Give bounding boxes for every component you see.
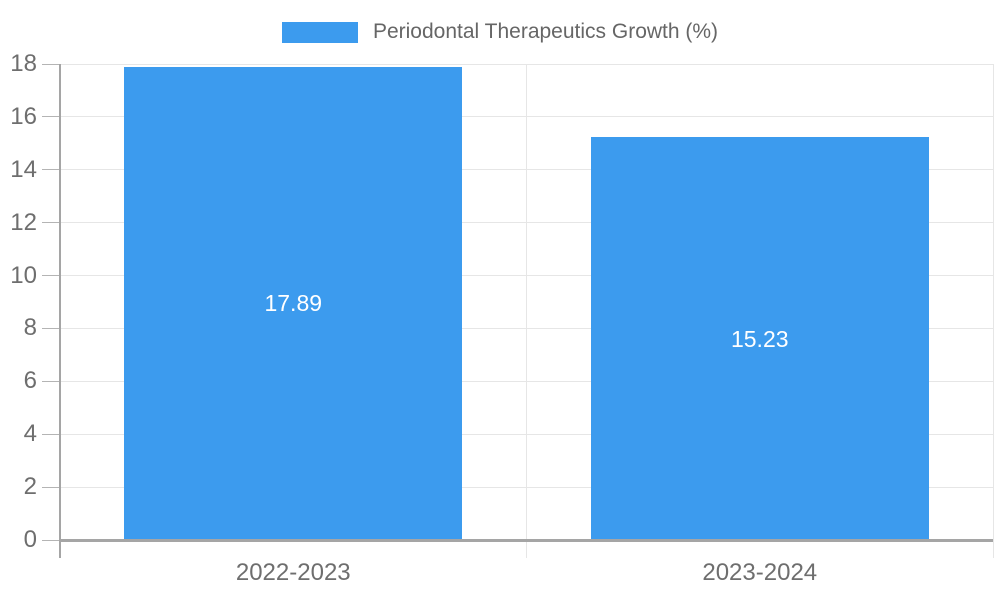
y-axis-tick-label: 16 bbox=[10, 102, 37, 130]
y-axis-tick bbox=[42, 275, 60, 277]
legend-label: Periodontal Therapeutics Growth (%) bbox=[372, 20, 719, 43]
legend-swatch bbox=[281, 21, 358, 43]
y-axis-line bbox=[59, 64, 61, 558]
x-axis-line bbox=[60, 538, 993, 542]
bar-value-label: 15.23 bbox=[730, 325, 789, 352]
y-axis-tick-label: 12 bbox=[10, 208, 37, 236]
y-axis-tick bbox=[42, 169, 60, 171]
y-axis-tick-label: 2 bbox=[23, 473, 37, 501]
legend-item[interactable]: Periodontal Therapeutics Growth (%) bbox=[281, 20, 719, 44]
bar-value-label: 17.89 bbox=[264, 290, 323, 317]
y-axis-tick bbox=[42, 222, 60, 224]
y-axis-tick-label: 8 bbox=[23, 314, 37, 342]
y-axis-tick bbox=[42, 116, 60, 118]
legend: Periodontal Therapeutics Growth (%) bbox=[0, 20, 1000, 44]
category-divider-line bbox=[526, 64, 527, 558]
x-axis-label: 2023-2024 bbox=[702, 559, 818, 586]
y-axis-tick-label: 10 bbox=[10, 261, 37, 289]
y-axis-tick-label: 4 bbox=[23, 420, 37, 448]
y-axis-tick-label: 14 bbox=[10, 155, 37, 183]
y-axis-tick bbox=[42, 539, 60, 541]
y-axis-tick bbox=[42, 486, 60, 488]
y-axis-tick bbox=[42, 63, 60, 65]
bar-2023-2024[interactable] bbox=[590, 137, 929, 540]
y-axis-tick-label: 0 bbox=[23, 526, 37, 553]
y-axis-tick bbox=[42, 327, 60, 329]
x-axis-label: 2022-2023 bbox=[235, 559, 351, 586]
y-axis-tick bbox=[42, 433, 60, 435]
y-axis-tick-label: 18 bbox=[10, 50, 37, 77]
y-axis-tick-label: 6 bbox=[23, 367, 37, 395]
bar-2022-2023[interactable] bbox=[124, 66, 463, 540]
plot-right-border bbox=[992, 64, 994, 558]
y-axis-tick bbox=[42, 380, 60, 382]
